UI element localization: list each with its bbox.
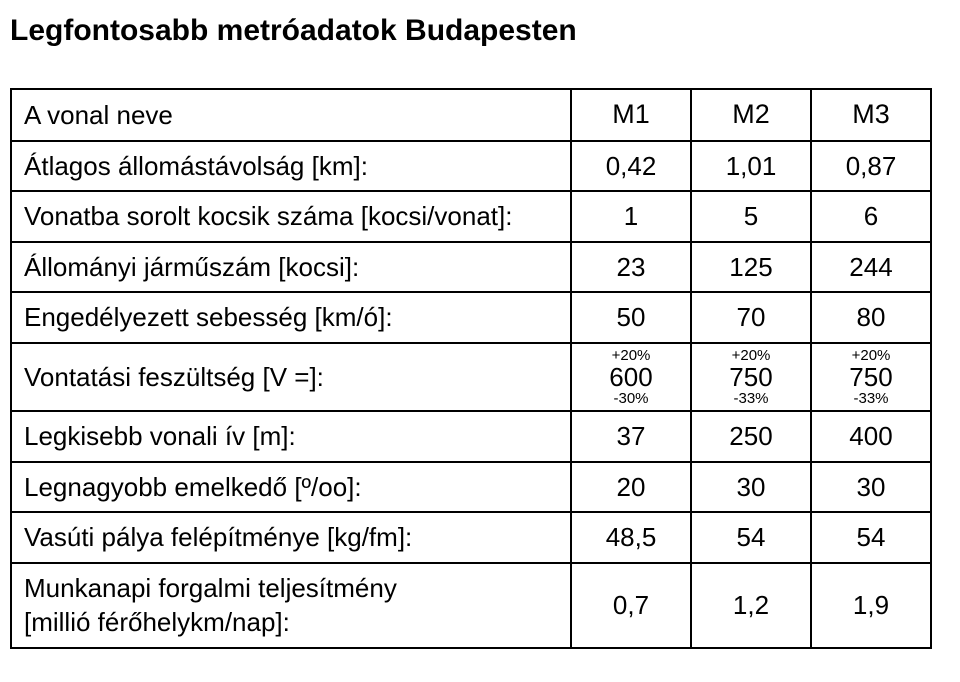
row-track-mass: Vasúti pálya felépítménye [kg/fm]: 48,5 … (11, 512, 931, 563)
header-label: A vonal neve (11, 89, 571, 141)
voltage-main: 750 (696, 363, 806, 392)
row-min-curve: Legkisebb vonali ív [m]: 37 250 400 (11, 411, 931, 462)
row-cars-per-train: Vonatba sorolt kocsik száma [kocsi/vonat… (11, 191, 931, 242)
row-val: 54 (811, 512, 931, 563)
row-label-line1: Munkanapi forgalmi teljesítmény (24, 573, 397, 603)
voltage-top-pct: +20% (576, 348, 686, 363)
row-voltage-cell: +20% 600 -30% (571, 343, 691, 412)
row-label: Engedélyezett sebesség [km/ó]: (11, 292, 571, 343)
row-val: 1,01 (691, 141, 811, 192)
row-label: Vasúti pálya felépítménye [kg/fm]: (11, 512, 571, 563)
voltage-top-pct: +20% (816, 348, 926, 363)
row-val: 5 (691, 191, 811, 242)
voltage-bottom-pct: -33% (696, 391, 806, 406)
table-header-row: A vonal neve M1 M2 M3 (11, 89, 931, 141)
row-val: 244 (811, 242, 931, 293)
row-val: 1 (571, 191, 691, 242)
row-val: 48,5 (571, 512, 691, 563)
document-page: Legfontosabb metróadatok Budapesten A vo… (0, 0, 960, 667)
row-station-distance: Átlagos állomástávolság [km]: 0,42 1,01 … (11, 141, 931, 192)
row-val: 6 (811, 191, 931, 242)
row-val: 0,87 (811, 141, 931, 192)
row-fleet-size: Állományi járműszám [kocsi]: 23 125 244 (11, 242, 931, 293)
row-workday-performance: Munkanapi forgalmi teljesítmény [millió … (11, 563, 931, 649)
voltage-bottom-pct: -30% (576, 391, 686, 406)
row-val: 30 (811, 462, 931, 513)
row-voltage: Vontatási feszültség [V =]: +20% 600 -30… (11, 343, 931, 412)
row-voltage-cell: +20% 750 -33% (811, 343, 931, 412)
row-label: Állományi járműszám [kocsi]: (11, 242, 571, 293)
row-val: 20 (571, 462, 691, 513)
row-label: Munkanapi forgalmi teljesítmény [millió … (11, 563, 571, 649)
row-val: 1,9 (811, 563, 931, 649)
row-label: Legkisebb vonali ív [m]: (11, 411, 571, 462)
row-label: Vonatba sorolt kocsik száma [kocsi/vonat… (11, 191, 571, 242)
metro-data-table: A vonal neve M1 M2 M3 Átlagos állomástáv… (10, 88, 932, 649)
header-col-m2: M2 (691, 89, 811, 141)
row-val: 250 (691, 411, 811, 462)
voltage-main: 750 (816, 363, 926, 392)
row-val: 0,7 (571, 563, 691, 649)
row-val: 37 (571, 411, 691, 462)
row-val: 0,42 (571, 141, 691, 192)
row-label: Vontatási feszültség [V =]: (11, 343, 571, 412)
row-val: 1,2 (691, 563, 811, 649)
voltage-bottom-pct: -33% (816, 391, 926, 406)
row-label: Átlagos állomástávolság [km]: (11, 141, 571, 192)
voltage-main: 600 (576, 363, 686, 392)
voltage-top-pct: +20% (696, 348, 806, 363)
row-speed: Engedélyezett sebesség [km/ó]: 50 70 80 (11, 292, 931, 343)
row-val: 50 (571, 292, 691, 343)
row-val: 400 (811, 411, 931, 462)
row-val: 125 (691, 242, 811, 293)
row-val: 54 (691, 512, 811, 563)
header-col-m1: M1 (571, 89, 691, 141)
row-val: 70 (691, 292, 811, 343)
row-label: Legnagyobb emelkedő [º/oo]: (11, 462, 571, 513)
page-title: Legfontosabb metróadatok Budapesten (10, 14, 942, 48)
row-voltage-cell: +20% 750 -33% (691, 343, 811, 412)
header-col-m3: M3 (811, 89, 931, 141)
row-val: 80 (811, 292, 931, 343)
row-label-line2: [millió férőhelykm/nap]: (24, 607, 290, 637)
row-val: 23 (571, 242, 691, 293)
row-max-grade: Legnagyobb emelkedő [º/oo]: 20 30 30 (11, 462, 931, 513)
row-val: 30 (691, 462, 811, 513)
